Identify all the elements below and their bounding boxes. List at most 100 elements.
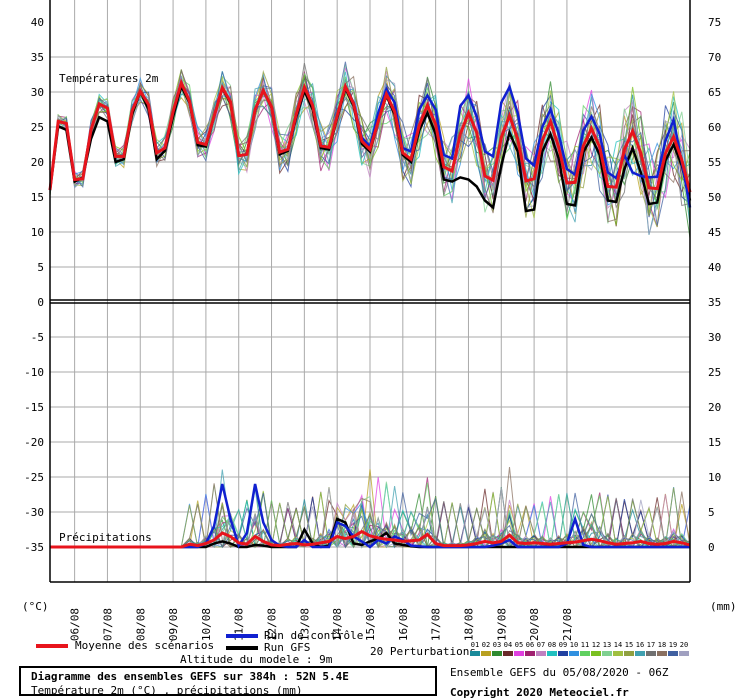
x-tick-label: 09/08 (167, 608, 180, 641)
x-tick-label: 20/08 (528, 608, 541, 641)
y-tick-right-precip: 10 (708, 471, 721, 484)
legend-mean-label: Moyenne des scénarios (75, 639, 215, 652)
y-tick-right-temp: 40 (708, 261, 721, 274)
y-tick-left-temp: 35 (31, 51, 44, 64)
y-tick-right-precip: 15 (708, 436, 721, 449)
x-tick-label: 12/08 (266, 608, 279, 641)
y-tick-left-precip: -35 (24, 541, 44, 554)
precipitation-panel-title: Précipitations (59, 531, 152, 544)
perturbation-number: 18 (657, 641, 667, 649)
x-tick-label: 18/08 (462, 608, 475, 641)
x-tick-label: 06/08 (69, 608, 82, 641)
y-tick-left-temp: 40 (31, 16, 44, 29)
y-tick-left-precip: -10 (24, 366, 44, 379)
title-box: Diagramme des ensembles GEFS sur 384h : … (19, 666, 437, 697)
perturbation-number: 13 (602, 641, 612, 649)
legend-gfs-swatch (226, 646, 258, 650)
perturbation-number: 20 (679, 641, 689, 649)
perturbation-number: 11 (580, 641, 590, 649)
perturbation-number: 12 (591, 641, 601, 649)
y-tick-left-temp: 10 (31, 226, 44, 239)
perturbation-number: 04 (503, 641, 513, 649)
perturbation-number: 09 (558, 641, 568, 649)
x-tick-label: 11/08 (233, 608, 246, 641)
grid (50, 0, 690, 582)
legend-mean-swatch (36, 644, 68, 648)
x-tick-label: 08/08 (134, 608, 147, 641)
y-tick-left-temp: 20 (31, 156, 44, 169)
x-tick-label: 21/08 (561, 608, 574, 641)
y-tick-right-precip: 25 (708, 366, 721, 379)
legend-control-label: Run de contrôle (264, 629, 364, 642)
x-tick-label: 17/08 (430, 608, 443, 641)
left-axis-unit: (°C) (22, 600, 49, 613)
y-tick-left-temp: 25 (31, 121, 44, 134)
y-tick-right-precip: 30 (708, 331, 721, 344)
perturbation-number: 10 (569, 641, 579, 649)
perturbation-swatch (547, 651, 557, 656)
y-tick-right-temp: 50 (708, 191, 721, 204)
y-tick-right-temp: 70 (708, 51, 721, 64)
perturbation-number: 01 (470, 641, 480, 649)
perturbation-temp-line (49, 72, 691, 213)
perturbation-swatch (646, 651, 656, 656)
perturbation-swatch (657, 651, 667, 656)
perturbation-swatch (536, 651, 546, 656)
x-tick-label: 13/08 (298, 608, 311, 641)
main-series-lines (48, 78, 692, 549)
perturbation-swatch (569, 651, 579, 656)
y-tick-left-precip: -30 (24, 506, 44, 519)
x-tick-label: 14/08 (331, 608, 344, 641)
perturbation-swatch (558, 651, 568, 656)
y-tick-right-precip: 0 (708, 541, 715, 554)
perturbation-number: 06 (525, 641, 535, 649)
perturbation-swatch (503, 651, 513, 656)
ensemble-info: Ensemble GEFS du 05/08/2020 - 06Z (450, 666, 669, 679)
legend-gfs-label: Run GFS (264, 641, 311, 654)
legend-perturbations-label: 20 Perturbations (370, 645, 476, 658)
x-tick-label: 07/08 (101, 608, 114, 641)
y-tick-left-precip: -20 (24, 436, 44, 449)
y-tick-left-temp: 0 (37, 296, 44, 309)
perturbation-swatch (624, 651, 634, 656)
perturbation-swatch (613, 651, 623, 656)
perturbation-number: 05 (514, 641, 524, 649)
perturbation-number: 02 (481, 641, 491, 649)
perturbation-swatch (602, 651, 612, 656)
perturbation-swatch (492, 651, 502, 656)
y-tick-right-temp: 45 (708, 226, 721, 239)
y-tick-left-precip: -5 (31, 331, 44, 344)
perturbation-number: 16 (635, 641, 645, 649)
x-tick-label: 10/08 (200, 608, 213, 641)
perturbation-swatch (679, 651, 689, 656)
altitude-label: Altitude du modele : 9m (180, 653, 333, 666)
x-tick-label: 16/08 (397, 608, 410, 641)
y-tick-right-precip: 20 (708, 401, 721, 414)
perturbation-number: 03 (492, 641, 502, 649)
perturbation-swatch (668, 651, 678, 656)
legend-control-swatch (226, 634, 258, 638)
chart-subtitle: Température 2m (°C) , précipitations (mm… (31, 684, 303, 697)
chart-title: Diagramme des ensembles GEFS sur 384h : … (31, 670, 349, 683)
y-tick-left-precip: -15 (24, 401, 44, 414)
perturbation-number: 19 (668, 641, 678, 649)
perturbation-swatch (591, 651, 601, 656)
perturbation-number: 17 (646, 641, 656, 649)
perturbation-number: 08 (547, 641, 557, 649)
y-tick-right-temp: 35 (708, 296, 721, 309)
perturbation-swatch (580, 651, 590, 656)
y-tick-left-temp: 15 (31, 191, 44, 204)
y-tick-right-temp: 60 (708, 121, 721, 134)
y-tick-left-temp: 5 (37, 261, 44, 274)
mean-precip-line (50, 529, 691, 549)
y-tick-right-temp: 55 (708, 156, 721, 169)
x-tick-label: 15/08 (364, 608, 377, 641)
perturbation-swatch (481, 651, 491, 656)
perturbation-swatch (470, 651, 480, 656)
y-tick-right-temp: 75 (708, 16, 721, 29)
perturbation-swatch (514, 651, 524, 656)
perturbation-swatch (635, 651, 645, 656)
y-tick-right-precip: 5 (708, 506, 715, 519)
x-tick-label: 19/08 (495, 608, 508, 641)
